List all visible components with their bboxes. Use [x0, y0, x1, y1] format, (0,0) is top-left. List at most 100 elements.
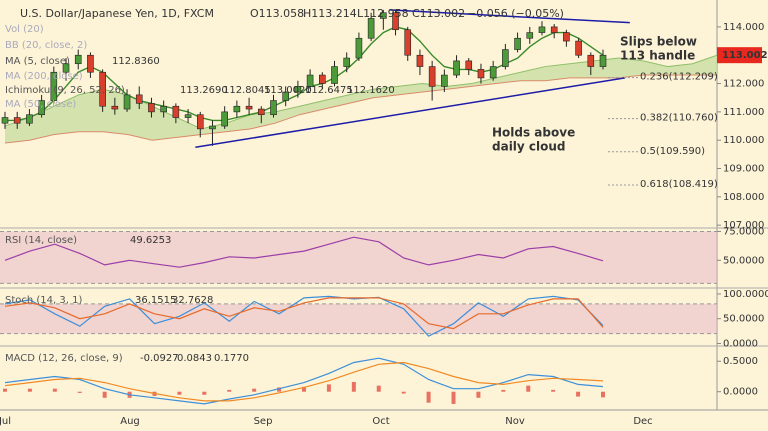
candle-body: [526, 32, 534, 39]
fib-label: 0.236(112.209): [640, 72, 718, 83]
candle-body: [575, 40, 582, 56]
band: [0, 303, 717, 334]
histogram-bar: [227, 389, 232, 392]
indicator-value: 112.8360: [112, 56, 160, 67]
candle-body: [538, 26, 546, 33]
indicator-value: 112.1620: [347, 85, 395, 96]
band: [0, 231, 717, 284]
histogram-bar: [401, 391, 406, 394]
candle-body: [123, 94, 131, 110]
candle-body: [282, 91, 289, 101]
candle-body: [550, 26, 558, 33]
histogram-bar: [52, 388, 57, 392]
histogram-bar: [501, 389, 506, 392]
y-tick-label: 109.000: [723, 164, 764, 175]
indicator-value: 113.2690: [180, 85, 228, 96]
annotation: Holds above: [492, 126, 575, 140]
candle-body: [367, 18, 375, 39]
candle-body: [62, 63, 70, 73]
y-tick-label: 50.0000: [723, 255, 764, 266]
histogram-bar: [277, 387, 282, 392]
indicator-value: 113.0020: [264, 85, 312, 96]
y-tick-label: 112.000: [723, 79, 764, 90]
histogram-bar: [177, 391, 182, 395]
annotation: Slips below: [620, 35, 697, 49]
histogram-bar: [376, 385, 381, 392]
histogram-bar: [551, 389, 556, 392]
candle-body: [233, 105, 241, 113]
x-tick-label: Dec: [633, 416, 652, 427]
candle-body: [209, 125, 216, 130]
candle-body: [257, 108, 265, 116]
pane-title: RSI (14, close): [5, 235, 77, 246]
cloud-edge: [4, 54, 718, 130]
candle-body: [319, 74, 326, 84]
histogram-bar: [426, 391, 431, 403]
candle-body: [404, 29, 412, 56]
ohlc-label: O113.058: [250, 7, 304, 20]
x-tick-label: Nov: [505, 416, 525, 427]
candle-body: [489, 66, 497, 79]
candle-body: [343, 57, 351, 67]
histogram-bar: [326, 384, 331, 392]
pane-title: MACD (12, 26, close, 9): [5, 353, 123, 364]
last-price-box: [717, 47, 762, 64]
candle-body: [514, 37, 521, 50]
candle-body: [245, 105, 253, 110]
indicator-label: MA (50, close): [5, 99, 76, 110]
indicator-value: 112.6475: [305, 85, 353, 96]
candle-body: [172, 105, 180, 118]
candle-body: [428, 66, 436, 87]
candle-body: [87, 54, 94, 73]
histogram-bar: [476, 391, 481, 398]
candle-body: [1, 117, 9, 124]
histogram-bar: [302, 386, 306, 392]
line: [4, 357, 604, 405]
y-tick-label: 75.0000: [723, 226, 764, 237]
candle-body: [453, 60, 460, 76]
y-tick-label: 110.000: [723, 135, 764, 146]
candle-body: [441, 74, 448, 87]
fib-label: 0.5(109.590): [640, 146, 705, 157]
candle-body: [38, 100, 45, 116]
chart-title: U.S. Dollar/Japanese Yen, 1D, FXCM: [20, 7, 214, 20]
candle-body: [380, 12, 387, 19]
line: [4, 236, 604, 268]
annotation: 113 handle: [620, 49, 695, 63]
candle-body: [306, 74, 314, 87]
candle-body: [270, 100, 277, 116]
candle-body: [111, 105, 119, 110]
histogram-bar: [3, 388, 7, 392]
indicator-value: 112.8045: [223, 85, 271, 96]
histogram-bar: [601, 391, 605, 398]
histogram-bar: [77, 391, 82, 393]
candle-body: [148, 103, 155, 113]
candle-body: [599, 54, 607, 67]
candle-body: [160, 105, 167, 113]
indicator-label: Vol (20): [5, 24, 44, 35]
y-tick-label: 108.000: [723, 192, 764, 203]
candle-body: [563, 32, 570, 42]
candle-body: [221, 111, 228, 127]
histogram-bar: [102, 391, 107, 398]
candle-body: [355, 37, 363, 59]
y-tick-label: 0.0000: [723, 387, 758, 398]
x-tick-label: Sep: [254, 416, 273, 427]
fib-label: 0.382(110.760): [640, 113, 718, 124]
cloud-edge: [4, 74, 717, 144]
line: [4, 295, 604, 337]
candle-body: [135, 94, 143, 104]
pane-value: 0.0843: [177, 353, 212, 364]
histogram-bar: [576, 391, 581, 397]
y-tick-label: 50.0000: [723, 314, 764, 325]
indicator-label: BB (20, close, 2): [5, 40, 87, 51]
indicator-label: MA (200, close): [5, 71, 83, 82]
y-tick-label: 114.000: [723, 22, 764, 33]
candle-body: [392, 12, 399, 31]
candle-body: [465, 60, 473, 70]
y-tick-label: 0.5000: [723, 356, 758, 367]
y-tick-label: 0.0000: [723, 339, 758, 350]
pane-value: 49.6253: [130, 235, 171, 246]
histogram-bar: [526, 385, 531, 392]
